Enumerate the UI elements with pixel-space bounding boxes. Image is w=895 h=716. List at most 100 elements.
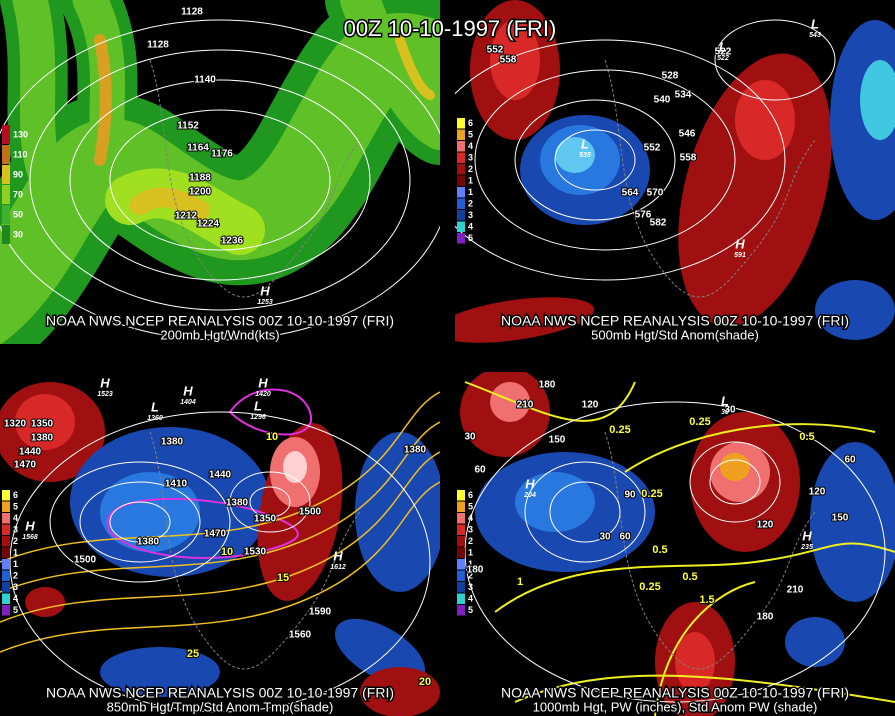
legend-swatch xyxy=(457,501,465,512)
legend-swatch xyxy=(457,524,465,535)
temp-contour xyxy=(0,391,440,563)
yellow-contour-label: 0.25 xyxy=(639,581,660,593)
legend-label: 5 xyxy=(13,605,18,615)
legend-label: 2 xyxy=(468,571,473,581)
contour-label: 534 xyxy=(675,90,692,101)
contour-label: 1128 xyxy=(147,40,169,51)
height-contour xyxy=(69,79,371,281)
contour-label: 1350 xyxy=(254,514,277,525)
legend-swatch xyxy=(2,559,10,570)
pressure-center-value: 543 xyxy=(809,32,821,39)
panel-subcaption: 200mb Hgt/Wnd(kts) xyxy=(160,327,279,342)
anomaly-shade xyxy=(785,617,845,667)
contour-label: 1140 xyxy=(194,75,216,86)
height-contour xyxy=(709,459,761,505)
yellow-contour-label: 0.25 xyxy=(609,424,630,436)
pressure-center-value: 591 xyxy=(734,252,746,259)
height-contour xyxy=(554,129,636,191)
height-contour xyxy=(455,39,786,281)
legend-swatch xyxy=(457,513,465,524)
contour-label: 552 xyxy=(487,45,504,56)
height-contour xyxy=(524,461,646,563)
contour-label: 90 xyxy=(624,490,636,501)
magenta-contour xyxy=(106,497,299,559)
pressure-center-value: 1404 xyxy=(180,399,196,406)
height-contour xyxy=(689,441,781,523)
contour-label: 558 xyxy=(500,55,517,66)
contour-label: 576 xyxy=(635,210,652,221)
legend-label: 70 xyxy=(13,189,23,199)
legend-label: 3 xyxy=(468,582,473,592)
legend-label: 1 xyxy=(468,548,473,558)
wind-band xyxy=(12,0,78,218)
contour-label: 1164 xyxy=(187,143,209,154)
coastline xyxy=(149,431,361,670)
contour-label: 120 xyxy=(582,400,599,411)
legend-label: 5 xyxy=(468,130,473,140)
anomaly-shade xyxy=(360,667,440,716)
legend-label: 90 xyxy=(13,169,23,179)
contour-label: 30 xyxy=(464,432,476,443)
legend-swatch xyxy=(2,125,10,144)
contour-label: 210 xyxy=(517,400,534,411)
legend-swatch xyxy=(457,164,465,175)
legend-label: 130 xyxy=(13,129,28,139)
contour-label: 1128 xyxy=(181,7,203,18)
pressure-center-value: 1523 xyxy=(97,391,113,398)
legend-swatch xyxy=(457,175,465,186)
contour-label: 570 xyxy=(647,188,664,199)
pressure-center: H xyxy=(183,383,193,398)
pressure-center: L xyxy=(254,398,262,413)
contour-label: 1212 xyxy=(175,211,198,222)
legend-label: 2 xyxy=(468,536,473,546)
height-contour xyxy=(109,501,171,543)
height-contour xyxy=(514,99,676,221)
legend-swatch xyxy=(457,490,465,501)
coastline xyxy=(604,431,816,670)
legend-label: 4 xyxy=(468,513,473,523)
legend-swatch xyxy=(2,145,10,164)
anomaly-shade xyxy=(455,297,595,343)
legend-swatch xyxy=(2,225,10,244)
legend-label: 1 xyxy=(468,559,473,569)
legend-label: 1 xyxy=(468,176,473,186)
pressure-center: H xyxy=(802,528,812,543)
contour-label: 150 xyxy=(832,513,849,524)
panel-subcaption: 500mb Hgt/Std Anom(shade) xyxy=(591,327,759,342)
panel-subcaption: 1000mb Hgt, PW (inches), Std Anom PW (sh… xyxy=(533,699,818,714)
height-contour xyxy=(49,461,231,583)
height-contour xyxy=(29,49,411,311)
contour-label: 522 xyxy=(715,47,732,58)
legend-label: 3 xyxy=(13,582,18,592)
pressure-center-value: 1360 xyxy=(147,415,163,422)
pressure-center: H xyxy=(260,283,270,298)
contour-label: 540 xyxy=(654,95,671,106)
wind-band xyxy=(94,34,112,166)
main-title: 00Z 10-10-1997 (FRI) xyxy=(344,16,557,41)
legend-label: 4 xyxy=(13,513,18,523)
legend-label: 30 xyxy=(13,229,23,239)
pw-contour xyxy=(514,674,895,703)
legend-swatch xyxy=(2,501,10,512)
pressure-center: L xyxy=(581,136,589,151)
contour-label: 1500 xyxy=(299,507,322,518)
contour-label: 558 xyxy=(680,153,697,164)
legend-label: 3 xyxy=(468,153,473,163)
temp-contour xyxy=(0,451,440,623)
legend-swatch xyxy=(2,570,10,581)
pressure-center: L xyxy=(719,39,727,54)
legend-label: 4 xyxy=(468,222,473,232)
anomaly-shade xyxy=(100,647,220,697)
contour-label: 1152 xyxy=(177,121,199,132)
pressure-center-value: 30 xyxy=(721,409,729,416)
legend-swatch xyxy=(2,593,10,604)
contour-label: 1410 xyxy=(165,479,188,490)
legend-swatch xyxy=(457,570,465,581)
magenta-contour xyxy=(228,388,313,436)
anomaly-shade xyxy=(810,442,895,602)
contour-label: 1188 xyxy=(189,173,211,184)
legend-swatch xyxy=(2,205,10,224)
legend-label: 5 xyxy=(13,502,18,512)
